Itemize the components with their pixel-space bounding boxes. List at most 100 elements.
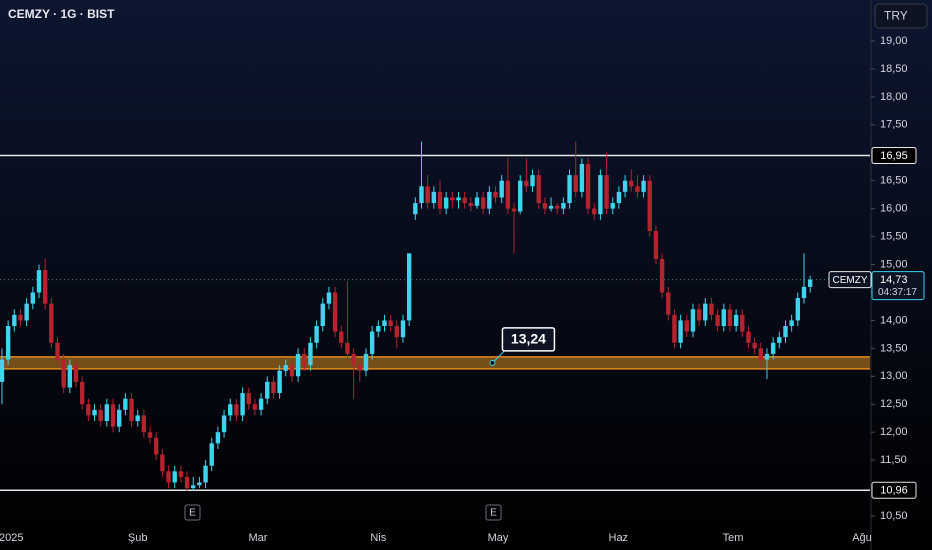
candle-body <box>443 197 449 209</box>
candle-body <box>542 203 548 209</box>
candle-body <box>314 326 319 343</box>
candle-body <box>419 186 424 204</box>
candle-body <box>431 191 437 204</box>
y-tick-label: 12,50 <box>880 398 908 410</box>
earnings-marker[interactable]: E <box>184 504 201 521</box>
candle-body <box>123 398 128 410</box>
candle-body <box>172 471 177 483</box>
candle-body <box>425 186 430 204</box>
candle-body <box>277 370 282 394</box>
earnings-icon[interactable]: E <box>490 508 497 519</box>
candle-body <box>184 476 190 489</box>
candle-body <box>246 393 251 405</box>
candle-body <box>703 303 708 321</box>
candle-body <box>536 175 541 204</box>
candle-body <box>684 320 689 332</box>
x-tick-label: Haz <box>609 532 629 544</box>
candle-body <box>234 404 239 416</box>
countdown-label: 04:37:17 <box>878 287 917 298</box>
candle-body <box>61 359 66 388</box>
last-price-box <box>871 271 925 301</box>
candle-body <box>666 292 671 315</box>
support-zone <box>0 356 870 369</box>
candle-body <box>147 432 153 438</box>
candle-body <box>289 365 295 377</box>
level-label-box <box>871 147 917 165</box>
candle-body <box>265 381 270 399</box>
earnings-box[interactable] <box>184 504 201 521</box>
candle-body <box>295 353 301 377</box>
candle-body <box>672 314 677 343</box>
candle-body <box>752 342 757 349</box>
x-tick-label: Nis <box>370 532 386 544</box>
y-tick-label: 14,00 <box>880 314 908 326</box>
last-price-label: 14,73 <box>880 274 908 286</box>
candle-body <box>79 381 85 405</box>
candle-body <box>92 409 97 416</box>
level-label-box <box>871 481 917 499</box>
candle-body <box>616 191 622 204</box>
candle-body <box>55 342 60 360</box>
candle-body <box>530 175 535 187</box>
candle-body <box>400 320 406 338</box>
y-tick-label: 18,00 <box>880 91 908 103</box>
candle-body <box>709 303 714 315</box>
candle-body <box>783 326 788 338</box>
candle-body <box>678 320 683 343</box>
candle-body <box>807 279 813 287</box>
level-label: 10,96 <box>880 485 908 497</box>
symbol-label: CEMZY <box>833 275 868 286</box>
candle-body <box>511 208 517 212</box>
candle-body <box>30 292 36 304</box>
earnings-box[interactable] <box>485 504 502 521</box>
y-tick-label: 18,50 <box>880 63 908 75</box>
level-label: 16,95 <box>880 150 908 162</box>
candle-body <box>456 197 461 201</box>
candle-body <box>86 404 91 416</box>
candle-body <box>659 258 665 293</box>
y-tick-label: 13,00 <box>880 370 908 382</box>
candle-body <box>592 208 597 215</box>
y-tick-label: 16,50 <box>880 175 908 187</box>
y-tick-label: 16,00 <box>880 203 908 215</box>
earnings-marker[interactable]: E <box>485 504 502 521</box>
candle-body <box>382 320 387 326</box>
candle-body <box>129 398 134 421</box>
candle-body <box>73 365 79 382</box>
candle-body <box>339 331 344 343</box>
candle-body <box>178 471 184 477</box>
candle-body <box>653 231 659 259</box>
candle-body <box>764 353 770 360</box>
candle-body <box>604 175 609 209</box>
callout-label: 13,24 <box>511 331 546 347</box>
x-tick-label: Mar <box>249 532 268 544</box>
candle-body <box>36 270 42 293</box>
currency-label[interactable]: TRY <box>884 9 908 23</box>
candle-body <box>221 415 227 433</box>
candle-body <box>690 309 696 332</box>
candle-body <box>320 303 325 326</box>
candle-body <box>480 197 486 209</box>
earnings-icon[interactable]: E <box>189 508 196 519</box>
candle-body <box>191 485 196 489</box>
candle-body <box>795 298 801 321</box>
candle-body <box>696 309 702 321</box>
candle-body <box>487 191 492 209</box>
currency-button[interactable] <box>874 3 928 29</box>
x-tick-label: Tem <box>723 532 744 544</box>
x-tick-label: 2025 <box>0 532 23 544</box>
candle-body <box>203 465 208 483</box>
candle-body <box>369 331 375 354</box>
candle-body <box>104 404 110 421</box>
candle-body <box>18 314 23 321</box>
candle-body <box>598 175 603 215</box>
candle-body <box>110 404 116 427</box>
candle-body <box>376 326 381 332</box>
candle-body <box>42 270 48 304</box>
candle-body <box>727 309 733 326</box>
candle-body <box>116 409 122 427</box>
candle-body <box>271 381 276 394</box>
candle-body <box>302 353 307 366</box>
